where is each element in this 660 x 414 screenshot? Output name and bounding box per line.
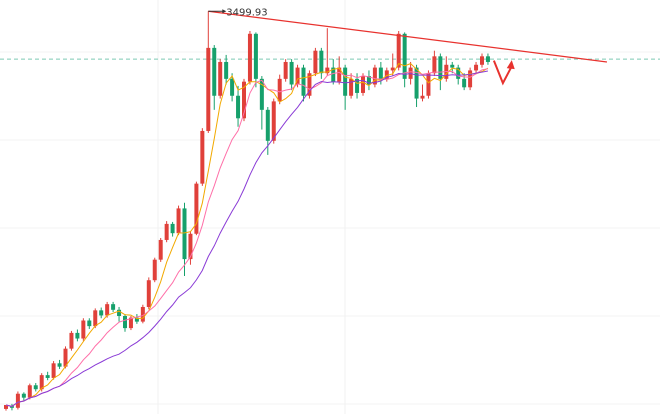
candle-body bbox=[325, 67, 330, 74]
candle-body bbox=[4, 404, 8, 409]
ma-5-line bbox=[5, 62, 489, 407]
candle-body bbox=[301, 67, 306, 96]
candle-body bbox=[51, 363, 56, 378]
moving-averages bbox=[5, 62, 489, 407]
candle-body bbox=[426, 73, 431, 96]
candle-body bbox=[15, 393, 20, 408]
candle-body bbox=[75, 332, 80, 339]
candle-body bbox=[39, 375, 44, 390]
candle-body bbox=[474, 64, 479, 71]
candle-body bbox=[236, 95, 241, 119]
resistance-trendline bbox=[208, 10, 608, 63]
candle-body bbox=[200, 130, 205, 184]
candle-body bbox=[81, 320, 86, 339]
candle-body bbox=[295, 67, 300, 85]
candle-body bbox=[355, 78, 360, 93]
candle-body bbox=[45, 375, 50, 378]
candle-body bbox=[99, 310, 104, 316]
candle-body bbox=[188, 233, 193, 260]
candle-body bbox=[57, 363, 62, 367]
candle-body bbox=[283, 61, 288, 79]
candle-body bbox=[384, 70, 389, 79]
candle-body bbox=[390, 67, 395, 71]
candle-body bbox=[480, 56, 484, 65]
candle-body bbox=[432, 56, 437, 74]
candle-body bbox=[176, 208, 181, 234]
candle-body bbox=[396, 33, 401, 68]
candle-body bbox=[230, 78, 235, 96]
peak-arrowhead bbox=[222, 9, 227, 14]
candle-body bbox=[331, 67, 336, 82]
candle-body bbox=[212, 47, 217, 96]
candle-body bbox=[402, 33, 407, 79]
candle-body bbox=[182, 208, 187, 260]
projection bbox=[492, 60, 515, 86]
candle-body bbox=[140, 306, 145, 322]
candle-body bbox=[27, 385, 32, 398]
peak-marker: 3499.93 bbox=[208, 7, 268, 18]
candle-body bbox=[343, 67, 348, 96]
candle-body bbox=[485, 56, 490, 62]
candle-body bbox=[307, 73, 312, 96]
candle-body bbox=[63, 348, 68, 367]
candle-body bbox=[313, 50, 318, 74]
candle-body bbox=[337, 67, 342, 82]
candle-body bbox=[134, 317, 139, 322]
candle-body bbox=[259, 78, 264, 110]
candle-body bbox=[289, 61, 294, 85]
candle-body bbox=[361, 76, 365, 93]
candle-body bbox=[253, 33, 258, 79]
candle-body bbox=[468, 70, 473, 88]
candle-body bbox=[170, 223, 175, 234]
candle-body bbox=[123, 315, 127, 329]
candle-body bbox=[247, 33, 252, 82]
candle-body bbox=[462, 78, 467, 88]
trendline bbox=[208, 10, 608, 63]
candle-body bbox=[372, 67, 377, 85]
candle-body bbox=[277, 78, 282, 102]
candle-body bbox=[414, 67, 419, 99]
candle-body bbox=[242, 81, 246, 119]
candle-body bbox=[33, 385, 38, 390]
ma-10-line bbox=[5, 68, 488, 407]
candle-body bbox=[450, 64, 455, 68]
candle-body bbox=[117, 309, 122, 316]
candle-body bbox=[105, 304, 110, 316]
candle-body bbox=[21, 393, 26, 398]
candle-body bbox=[224, 61, 229, 79]
candle-body bbox=[265, 109, 270, 141]
projection-path bbox=[492, 60, 513, 86]
candle-body bbox=[194, 183, 199, 234]
candle-body bbox=[456, 67, 461, 79]
ma-20-line bbox=[5, 70, 488, 407]
candle-body bbox=[420, 95, 425, 99]
candle-body bbox=[158, 239, 163, 260]
candle-body bbox=[271, 101, 276, 141]
candle-body bbox=[87, 320, 92, 327]
candle-body bbox=[206, 47, 211, 131]
candle-body bbox=[111, 304, 116, 310]
candle-body bbox=[438, 56, 443, 79]
candle-body bbox=[366, 76, 371, 85]
projection-arrowhead bbox=[506, 60, 515, 70]
candle-body bbox=[93, 310, 98, 327]
candle-body bbox=[349, 78, 354, 96]
candle-body bbox=[164, 223, 169, 240]
candle-body bbox=[146, 280, 151, 307]
candles bbox=[4, 11, 490, 411]
candle-body bbox=[9, 406, 14, 408]
candle-body bbox=[152, 259, 157, 281]
candle-body bbox=[319, 50, 324, 74]
candle-body bbox=[378, 67, 383, 79]
candle-body bbox=[69, 332, 74, 349]
candle-body bbox=[218, 61, 223, 96]
peak-label: 3499.93 bbox=[226, 7, 267, 18]
candle-body bbox=[128, 317, 133, 329]
